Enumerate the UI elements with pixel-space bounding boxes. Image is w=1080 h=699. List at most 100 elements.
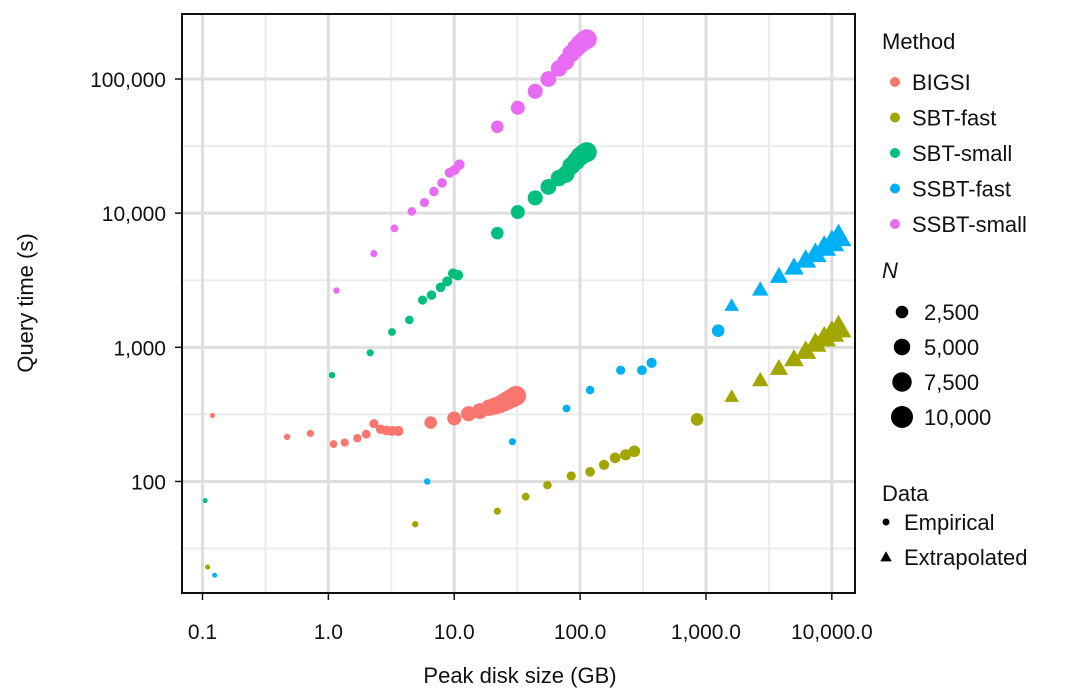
- y-tick-label: 100: [131, 471, 166, 494]
- point-bigsi: [353, 433, 362, 443]
- point-ssbt-small: [390, 224, 399, 233]
- point-ssbt-fast-extrapolated: [784, 257, 804, 275]
- point-sbt-fast: [609, 452, 621, 464]
- point-ssbt-small: [333, 287, 340, 294]
- x-tick-label: 0.1: [188, 621, 217, 644]
- legend-shape-triangle: [880, 551, 892, 562]
- point-sbt-fast-extrapolated: [724, 389, 739, 402]
- legend-size-label: 5,000: [924, 335, 979, 360]
- legend-size-label: 7,500: [924, 370, 979, 395]
- point-sbt-fast: [205, 564, 211, 570]
- legend-title-n: N: [882, 258, 898, 283]
- y-axis-title: Query time (s): [13, 233, 38, 372]
- point-sbt-small: [435, 282, 446, 293]
- point-ssbt-small: [419, 197, 430, 208]
- point-sbt-fast: [690, 413, 704, 426]
- point-ssbt-small: [540, 71, 557, 87]
- legend-size-label: 2,500: [924, 300, 979, 325]
- data-points: [202, 29, 852, 578]
- legend-shape-circle: [882, 518, 890, 526]
- point-sbt-small: [426, 290, 437, 300]
- point-ssbt-fast: [616, 365, 626, 375]
- point-ssbt-fast: [423, 478, 431, 485]
- point-ssbt-fast: [212, 572, 218, 578]
- y-tick-label: 100,000: [90, 69, 166, 92]
- point-ssbt-small: [491, 120, 504, 134]
- point-sbt-fast: [493, 507, 501, 515]
- point-sbt-fast: [566, 471, 576, 481]
- point-sbt-fast: [585, 466, 595, 477]
- point-ssbt-small: [407, 207, 417, 216]
- point-sbt-fast: [412, 521, 419, 528]
- x-tick-label: 10,000.0: [791, 621, 873, 644]
- point-bigsi: [209, 413, 216, 419]
- point-ssbt-fast: [646, 357, 657, 369]
- point-bigsi: [369, 419, 379, 429]
- point-ssbt-fast-extrapolated: [825, 223, 852, 247]
- point-sbt-fast: [521, 492, 530, 501]
- legend-size-swatch: [892, 372, 912, 392]
- point-sbt-fast: [628, 445, 641, 458]
- point-sbt-small: [510, 205, 525, 220]
- point-sbt-small: [405, 315, 414, 325]
- point-sbt-small: [540, 178, 557, 195]
- legend-label-sbt-small: SBT-small: [912, 141, 1012, 166]
- legend-swatch-ssbt-fast: [890, 183, 900, 194]
- point-sbt-fast: [620, 449, 632, 461]
- point-ssbt-fast-extrapolated: [724, 298, 739, 311]
- point-bigsi: [340, 438, 349, 447]
- legend-swatch-sbt-fast: [890, 112, 900, 123]
- point-sbt-fast: [543, 480, 552, 490]
- point-ssbt-fast: [637, 365, 647, 376]
- legend-label-bigsi: BIGSI: [912, 70, 971, 95]
- point-ssbt-fast: [508, 438, 517, 446]
- point-sbt-fast-extrapolated: [825, 314, 852, 338]
- point-bigsi: [447, 411, 462, 426]
- legend-size-swatch: [891, 406, 913, 428]
- legend-size-label: 10,000: [924, 405, 991, 430]
- point-ssbt-fast: [562, 404, 571, 413]
- legend-swatch-bigsi: [890, 77, 900, 87]
- x-tick-label: 100.0: [554, 621, 607, 644]
- point-sbt-small: [452, 269, 464, 281]
- legend-label-ssbt-small: SSBT-small: [912, 212, 1027, 237]
- point-ssbt-fast-extrapolated: [769, 266, 789, 283]
- x-tick-label: 1.0: [314, 621, 343, 644]
- point-bigsi: [283, 433, 291, 441]
- legend-label-ssbt-fast: SSBT-fast: [912, 177, 1011, 202]
- y-tick-label: 1,000: [113, 337, 166, 360]
- point-sbt-fast-extrapolated: [769, 359, 789, 375]
- point-sbt-small: [366, 349, 374, 357]
- point-sbt-small: [202, 498, 208, 504]
- x-tick-label: 10.0: [434, 621, 475, 644]
- point-sbt-small: [576, 142, 597, 163]
- point-sbt-fast-extrapolated: [784, 349, 804, 367]
- point-ssbt-small: [429, 186, 439, 197]
- legend-data-label: Empirical: [904, 510, 994, 535]
- point-ssbt-small: [370, 249, 378, 258]
- point-sbt-small: [388, 328, 396, 336]
- plot-frame: [181, 13, 856, 594]
- point-ssbt-fast-extrapolated: [795, 249, 817, 268]
- point-bigsi: [393, 425, 404, 437]
- point-ssbt-fast: [711, 324, 725, 338]
- legend-label-sbt-fast: SBT-fast: [912, 106, 996, 131]
- legend: Method BIGSI SBT-fast SBT-small SSBT-fast SSB…: [880, 29, 1028, 570]
- point-sbt-small: [491, 226, 504, 240]
- legend-size-swatch: [893, 338, 911, 356]
- point-ssbt-small: [576, 29, 597, 50]
- axes: 0.1 1.0 10.0 100.0 1,000.0 10,000.0 100 1,000 10…: [90, 69, 873, 644]
- point-sbt-small: [527, 190, 543, 206]
- y-tick-label: 10,000: [102, 203, 166, 226]
- legend-title-data: Data: [882, 481, 929, 506]
- point-ssbt-small: [437, 178, 447, 188]
- point-sbt-small: [417, 295, 428, 305]
- point-bigsi: [329, 440, 338, 448]
- x-tick-label: 1,000.0: [671, 621, 741, 644]
- point-bigsi: [424, 416, 437, 429]
- legend-title-method: Method: [882, 29, 955, 54]
- legend-swatch-ssbt-small: [890, 219, 900, 229]
- point-ssbt-small: [527, 83, 543, 99]
- point-bigsi: [306, 429, 315, 438]
